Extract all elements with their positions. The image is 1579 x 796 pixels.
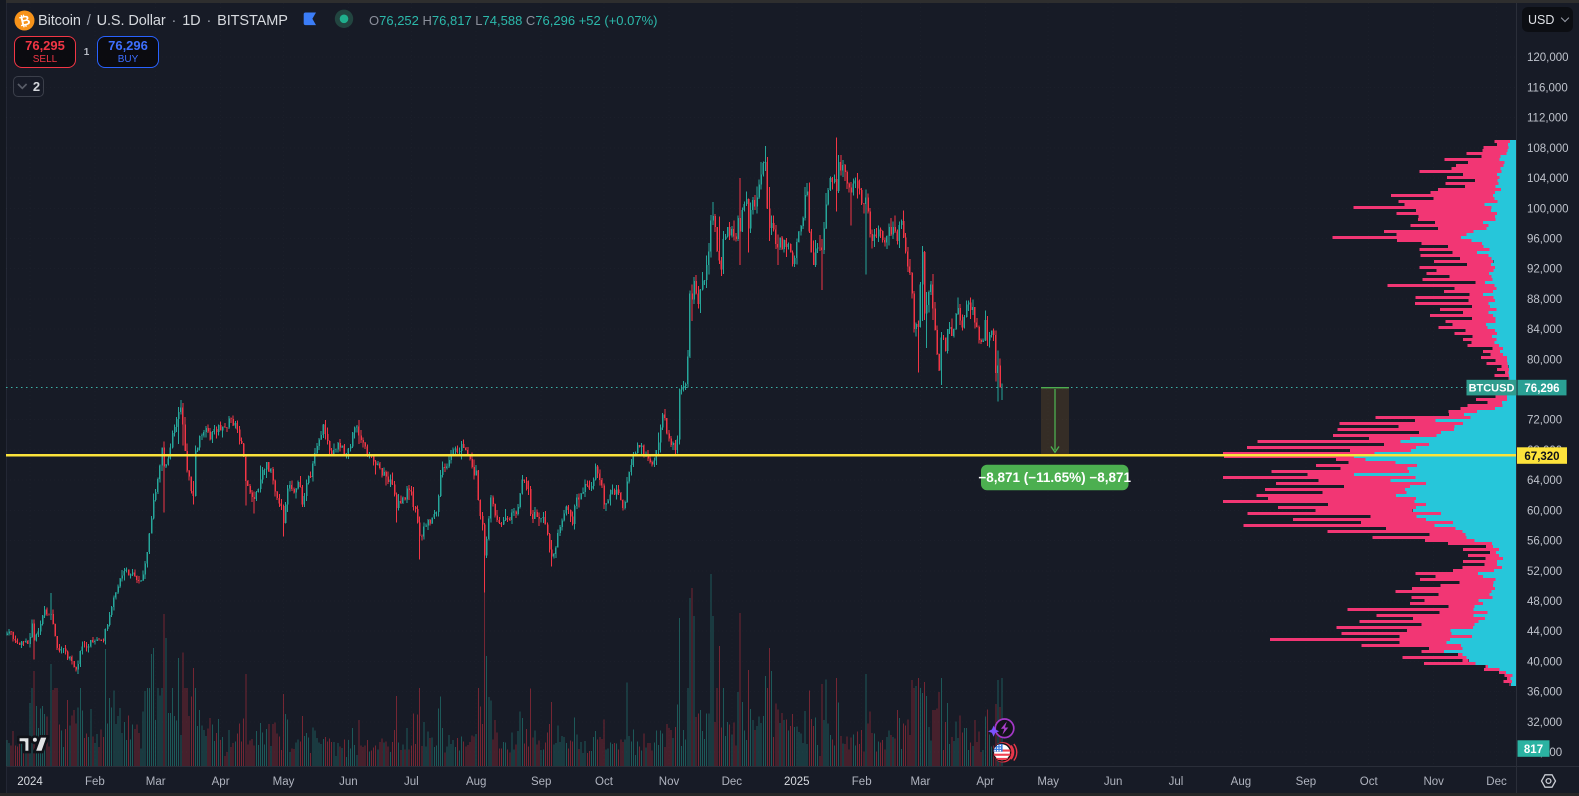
svg-text:44,000: 44,000 [1527, 626, 1562, 638]
svg-text:108,000: 108,000 [1527, 143, 1569, 155]
svg-text:Aug: Aug [466, 776, 486, 788]
svg-text:−8,871 (−11.65%) −8,871: −8,871 (−11.65%) −8,871 [978, 470, 1131, 485]
svg-text:32,000: 32,000 [1527, 717, 1562, 729]
svg-text:817: 817 [1524, 744, 1543, 756]
svg-text:84,000: 84,000 [1527, 324, 1562, 336]
svg-text:80,000: 80,000 [1527, 354, 1562, 366]
svg-text:Jun: Jun [339, 776, 358, 788]
svg-text:116,000: 116,000 [1527, 82, 1568, 94]
svg-text:48,000: 48,000 [1527, 596, 1562, 608]
svg-text:104,000: 104,000 [1527, 173, 1569, 185]
svg-text:Sep: Sep [531, 776, 551, 788]
svg-text:Dec: Dec [722, 776, 743, 788]
svg-text:Dec: Dec [1486, 776, 1507, 788]
svg-text:112,000: 112,000 [1527, 113, 1568, 125]
svg-text:Aug: Aug [1231, 776, 1251, 788]
svg-text:May: May [1037, 776, 1059, 788]
svg-text:Apr: Apr [976, 776, 994, 788]
svg-text:76,296: 76,296 [1524, 383, 1559, 395]
svg-text:₿: ₿ [18, 12, 32, 29]
svg-text:May: May [273, 776, 295, 788]
svg-text:Apr: Apr [212, 776, 230, 788]
svg-text:Nov: Nov [659, 776, 680, 788]
svg-text:72,000: 72,000 [1527, 415, 1562, 427]
svg-text:2024: 2024 [17, 776, 43, 788]
svg-text:96,000: 96,000 [1527, 234, 1562, 246]
svg-text:Mar: Mar [146, 776, 166, 788]
svg-text:100,000: 100,000 [1527, 203, 1569, 215]
svg-text:52,000: 52,000 [1527, 566, 1562, 578]
svg-text:Nov: Nov [1423, 776, 1444, 788]
svg-text:40,000: 40,000 [1527, 656, 1562, 668]
svg-text:67,320: 67,320 [1524, 451, 1559, 463]
svg-text:Jun: Jun [1104, 776, 1123, 788]
svg-text:92,000: 92,000 [1527, 264, 1562, 276]
svg-text:Oct: Oct [1360, 776, 1379, 788]
svg-text:Feb: Feb [852, 776, 872, 788]
svg-text:Mar: Mar [910, 776, 930, 788]
svg-text:BTCUSD: BTCUSD [1469, 383, 1515, 395]
svg-text:60,000: 60,000 [1527, 505, 1562, 517]
svg-text:88,000: 88,000 [1527, 294, 1562, 306]
svg-text:120,000: 120,000 [1527, 52, 1569, 64]
svg-text:Sep: Sep [1296, 776, 1316, 788]
svg-text:Feb: Feb [85, 776, 105, 788]
svg-text:Jul: Jul [1169, 776, 1184, 788]
svg-text:64,000: 64,000 [1527, 475, 1562, 487]
svg-text:Jul: Jul [404, 776, 419, 788]
svg-text:Oct: Oct [595, 776, 614, 788]
svg-text:56,000: 56,000 [1527, 536, 1562, 548]
svg-text:36,000: 36,000 [1527, 687, 1562, 699]
svg-text:2025: 2025 [784, 776, 810, 788]
